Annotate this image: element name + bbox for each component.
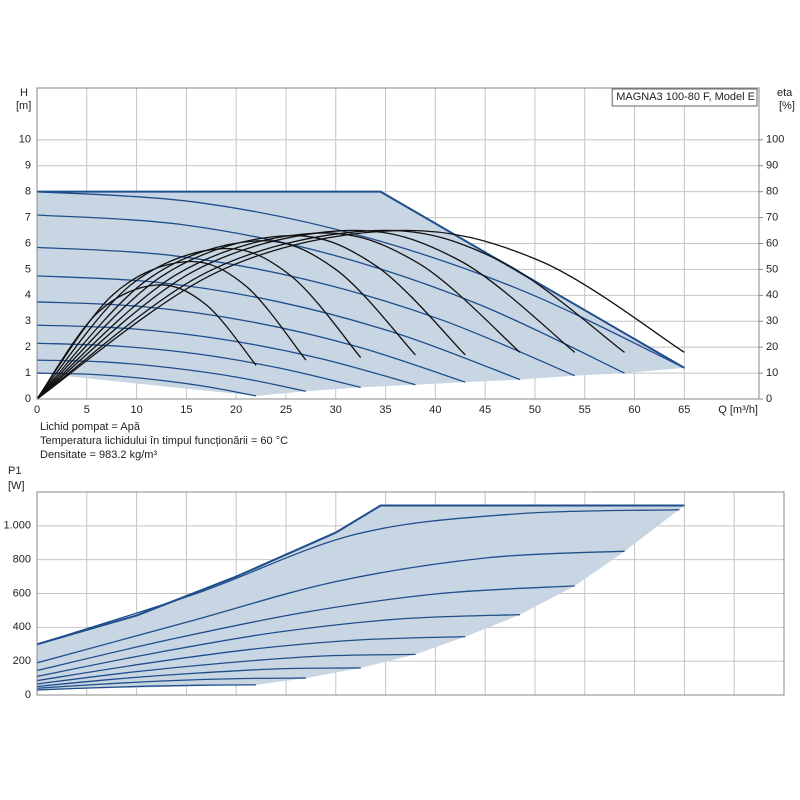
x-tick-label: 60 (628, 404, 640, 416)
performance-curve (37, 504, 685, 646)
performance-curve (37, 684, 257, 691)
y2-axis-unit: [%] (779, 100, 795, 112)
y2-tick-label: 20 (766, 341, 778, 353)
performance-curve (37, 275, 521, 381)
x-tick-label: 10 (130, 404, 142, 416)
note: Temperatura lichidului în timpul funcțio… (40, 435, 288, 447)
x-axis-label: Q [m³/h] (718, 404, 758, 416)
efficiency-curve (37, 232, 521, 399)
x-tick-label: 35 (379, 404, 391, 416)
y-tick-label: 2 (25, 341, 31, 353)
y2-tick-label: 50 (766, 263, 778, 275)
performance-curve (37, 359, 307, 392)
performance-curve (37, 190, 685, 369)
y-axis-label: H (20, 87, 28, 99)
y2-tick-label: 80 (766, 186, 778, 198)
performance-curve (37, 585, 575, 672)
performance-curve (37, 342, 361, 388)
performance-curve (37, 677, 306, 689)
y-tick-label: 9 (25, 160, 31, 172)
performance-curve (37, 324, 416, 386)
performance-curve (37, 635, 466, 682)
y-tick-label: 1 (25, 367, 31, 379)
x-tick-label: 40 (429, 404, 441, 416)
performance-curve (37, 653, 416, 685)
efficiency-curve (37, 229, 576, 399)
x-tick-label: 65 (678, 404, 690, 416)
y-tick-label: 0 (25, 689, 31, 701)
efficiency-curve (37, 284, 257, 399)
x-tick-label: 30 (330, 404, 342, 416)
performance-curve (37, 214, 625, 374)
efficiency-curve (37, 247, 362, 399)
note: Densitate = 983.2 kg/m³ (40, 449, 157, 461)
performance-curve (37, 372, 257, 397)
legend-label: MAGNA3 100-80 F, Model E (616, 91, 755, 103)
x-tick-label: 5 (84, 404, 90, 416)
y-tick-label: 8 (25, 186, 31, 198)
efficiency-curve (37, 234, 466, 399)
y-tick-label: 3 (25, 315, 31, 327)
y2-axis-label: eta (777, 87, 793, 99)
x-tick-label: 55 (579, 404, 591, 416)
performance-curve (37, 613, 521, 678)
y2-tick-label: 60 (766, 237, 778, 249)
efficiency-curve (37, 240, 416, 399)
plot (37, 504, 685, 691)
performance-curve (37, 509, 680, 645)
legend-box (611, 88, 758, 107)
x-tick-label: 45 (479, 404, 491, 416)
y-tick-label: 7 (25, 211, 31, 223)
y2-tick-label: 100 (766, 134, 784, 146)
performance-curve (37, 550, 625, 664)
plot (37, 190, 685, 399)
y-axis-unit: [W] (8, 480, 25, 492)
y2-tick-label: 90 (766, 160, 778, 172)
note: Lichid pompat = Apă (40, 421, 141, 433)
x-tick-label: 0 (34, 404, 40, 416)
y-tick-label: 6 (25, 237, 31, 249)
y-tick-label: 600 (13, 587, 31, 599)
operating-area (37, 505, 685, 690)
plot-frame (36, 491, 785, 696)
x-tick-label: 20 (230, 404, 242, 416)
efficiency-curve (37, 260, 307, 399)
performance-curve (37, 246, 576, 377)
y2-tick-label: 70 (766, 211, 778, 223)
efficiency-curve (37, 229, 685, 399)
y-tick-label: 1.000 (3, 520, 31, 532)
y-axis-label: P1 (8, 465, 21, 477)
y-tick-label: 200 (13, 655, 31, 667)
y-tick-label: 4 (25, 289, 31, 301)
y2-tick-label: 30 (766, 315, 778, 327)
y2-tick-label: 10 (766, 367, 778, 379)
y2-tick-label: 0 (766, 393, 772, 405)
y2-tick-label: 40 (766, 289, 778, 301)
y-tick-label: 0 (25, 393, 31, 405)
x-tick-label: 25 (280, 404, 292, 416)
efficiency-curve (37, 229, 625, 399)
y-tick-label: 10 (19, 134, 31, 146)
y-tick-label: 400 (13, 621, 31, 633)
x-tick-label: 15 (180, 404, 192, 416)
y-axis-unit: [m] (16, 100, 31, 112)
performance-curve (37, 667, 361, 688)
x-tick-label: 50 (529, 404, 541, 416)
y-tick-label: 5 (25, 263, 31, 275)
y-tick-label: 800 (13, 554, 31, 566)
